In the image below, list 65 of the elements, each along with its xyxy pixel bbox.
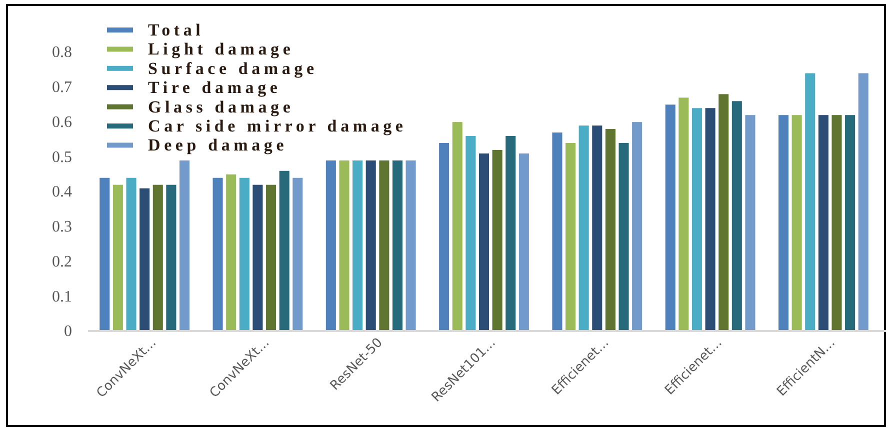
legend-label: Light damage — [148, 40, 294, 59]
y-tick-label: 0 — [64, 323, 72, 340]
bar — [166, 184, 177, 332]
bar — [858, 72, 869, 332]
bar — [365, 160, 376, 332]
bar — [844, 114, 856, 332]
y-tick-label: 0.2 — [52, 253, 72, 270]
bar — [604, 128, 616, 332]
bar — [452, 121, 464, 332]
bar — [552, 132, 563, 332]
bar — [804, 72, 816, 332]
bar — [99, 177, 110, 332]
bar — [338, 160, 350, 332]
bar — [405, 160, 416, 332]
y-tick-label: 0.5 — [52, 148, 72, 166]
bar — [592, 124, 603, 332]
bar — [478, 152, 490, 332]
bar — [152, 184, 164, 332]
bar — [252, 184, 264, 332]
bar — [465, 135, 476, 332]
y-tick-label: 0.3 — [52, 218, 72, 236]
y-tick-label: 0.1 — [52, 288, 72, 306]
y-tick-label: 0.7 — [52, 78, 72, 96]
y-tick-label: 0.8 — [52, 44, 72, 62]
bar — [664, 104, 676, 332]
bar — [744, 114, 756, 332]
bar — [392, 160, 404, 332]
legend-label: Surface damage — [148, 58, 318, 78]
bar — [238, 177, 250, 332]
bar — [325, 160, 337, 332]
legend-label: Car side mirror damage — [148, 116, 407, 136]
bar — [504, 135, 516, 332]
bar — [126, 177, 137, 332]
bar — [731, 100, 743, 332]
bar — [564, 142, 576, 332]
legend-label: Deep damage — [148, 136, 288, 155]
bar — [691, 108, 703, 332]
bar — [292, 177, 304, 332]
bar — [618, 142, 630, 332]
bar — [378, 160, 390, 332]
bar — [212, 177, 224, 332]
bar — [631, 121, 643, 332]
bar — [278, 170, 290, 332]
legend-label: Glass damage — [148, 97, 294, 116]
bar — [578, 124, 590, 332]
bar — [138, 188, 150, 332]
legend-label: Total — [148, 20, 204, 40]
bar — [178, 160, 190, 332]
bar — [778, 114, 790, 332]
bar — [831, 114, 842, 332]
bar — [265, 184, 277, 332]
bar — [718, 94, 730, 332]
bar — [492, 149, 503, 332]
legend-label: Tire damage — [148, 78, 282, 98]
bar — [352, 160, 364, 332]
bar — [518, 152, 530, 332]
bar — [818, 114, 830, 332]
bar — [678, 97, 690, 332]
bar — [112, 184, 124, 332]
bar — [438, 142, 450, 332]
bar — [704, 108, 716, 332]
bar — [225, 174, 237, 332]
bar — [791, 114, 802, 332]
y-tick-label: 0.6 — [52, 114, 72, 131]
y-tick-label: 0.4 — [52, 184, 72, 201]
